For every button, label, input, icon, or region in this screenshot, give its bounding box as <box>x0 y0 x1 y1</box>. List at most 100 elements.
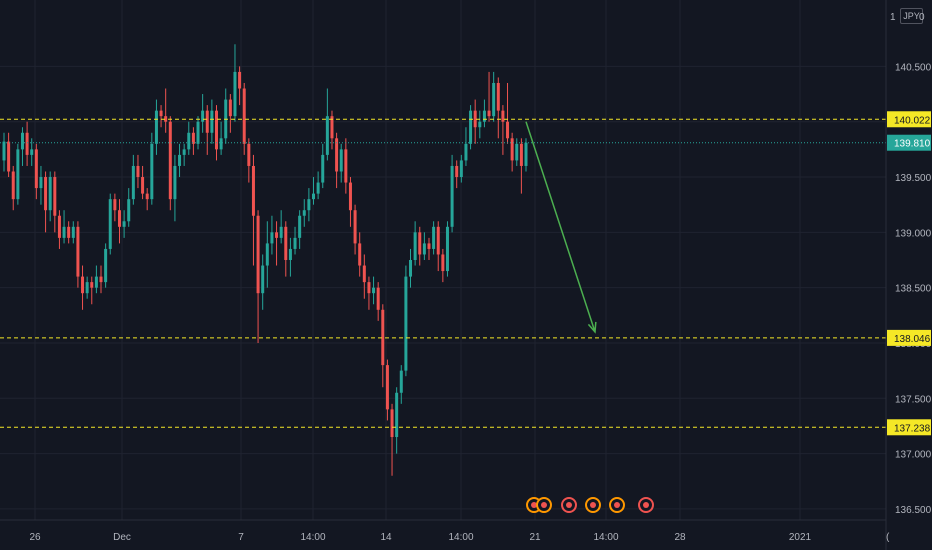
candle-body <box>150 143 154 200</box>
candle-body <box>44 177 48 211</box>
candle-body <box>409 260 413 277</box>
candle-body <box>312 193 316 200</box>
candle-body <box>288 248 292 260</box>
candle-body <box>469 110 473 144</box>
economic-event-icon[interactable] <box>585 497 601 513</box>
economic-event-icon[interactable] <box>536 497 552 513</box>
candle-body <box>2 141 6 161</box>
event-icons <box>526 497 654 513</box>
candle-body <box>261 265 265 294</box>
candle-body <box>178 154 182 166</box>
price-tick-label: 140.500 <box>895 62 932 73</box>
svg-text:138.046: 138.046 <box>894 334 931 345</box>
candle-body <box>85 282 89 294</box>
candle-body <box>307 199 311 211</box>
candle-body <box>90 282 94 288</box>
candle-body <box>251 165 255 216</box>
time-tick-label: Dec <box>113 532 131 543</box>
candle-body <box>275 232 279 238</box>
level-lines <box>0 118 886 428</box>
candle-body <box>71 226 75 238</box>
candle-body <box>16 149 20 200</box>
candle-body <box>11 171 15 200</box>
candle-body <box>436 226 440 255</box>
candle-body <box>7 141 11 172</box>
candle-body <box>381 309 385 366</box>
candle-body <box>76 226 80 277</box>
top-price-tick-left: 1 <box>890 12 896 23</box>
candle-body <box>344 149 348 183</box>
time-tick-label: 26 <box>29 532 41 543</box>
candle-body <box>205 110 209 133</box>
price-tick-label: 137.000 <box>895 450 932 461</box>
candle-body <box>358 243 362 266</box>
current-price-tag: 139.810 <box>887 134 931 151</box>
candle-body <box>30 149 34 155</box>
candle-body <box>298 215 302 238</box>
candle-body <box>427 243 431 249</box>
time-axis-settings-icon[interactable]: ( <box>886 532 890 543</box>
candle-body <box>482 110 486 122</box>
candle-body <box>242 88 246 144</box>
candle-body <box>432 226 436 249</box>
candle-body <box>492 82 496 117</box>
price-tick-label: 139.500 <box>895 173 932 184</box>
candle-body <box>422 243 426 255</box>
candle-body <box>478 121 482 128</box>
candle-body <box>173 165 177 200</box>
candle-body <box>122 221 126 227</box>
svg-text:137.238: 137.238 <box>894 423 931 434</box>
price-tick-label: 139.000 <box>895 228 932 239</box>
candle-body <box>506 121 510 139</box>
candle-body <box>67 226 71 238</box>
candle-body <box>201 110 205 122</box>
candle-body <box>450 165 454 227</box>
economic-event-icon[interactable] <box>609 497 625 513</box>
time-tick-label: 7 <box>238 532 244 543</box>
currency-badge[interactable]: JPY <box>900 8 923 24</box>
candle-body <box>34 149 38 189</box>
top-price-tick-right: 0 <box>919 12 925 23</box>
candle-body <box>168 121 172 200</box>
candle-body <box>496 82 500 111</box>
candle-body <box>164 116 168 122</box>
candle-body <box>131 165 135 200</box>
candle-body <box>270 232 274 244</box>
candle-body <box>362 265 366 283</box>
candle-body <box>524 142 528 166</box>
economic-event-icon[interactable] <box>638 497 654 513</box>
candle-body <box>339 149 343 172</box>
candle-body <box>473 110 477 128</box>
projection-arrowhead <box>587 321 597 334</box>
candle-body <box>418 232 422 255</box>
candle-body <box>187 132 191 150</box>
candle-body <box>25 132 29 155</box>
candle-body <box>348 182 352 211</box>
time-axis: 26 Dec 7 14:00 14 14:00 21 14:00 28 2021 ( <box>0 519 890 543</box>
candle-body <box>210 110 214 133</box>
candle-body <box>399 370 403 393</box>
economic-event-icon[interactable] <box>561 497 577 513</box>
price-axis: 140.500140.000139.500139.000138.500138.0… <box>885 0 932 550</box>
candle-body <box>390 409 394 438</box>
candle-body <box>487 110 491 117</box>
candle-body <box>214 110 218 150</box>
time-tick-label: 14:00 <box>300 532 325 543</box>
candle-body <box>48 177 52 211</box>
candle-body <box>154 110 158 144</box>
candle-body <box>325 116 329 155</box>
candle-body <box>191 132 195 144</box>
candle-body <box>385 365 389 410</box>
candle-body <box>53 177 57 216</box>
candle-body <box>515 143 519 161</box>
time-tick-label: 21 <box>529 532 541 543</box>
candle-body <box>413 232 417 260</box>
projection-arrow-line[interactable] <box>525 121 596 333</box>
candle-body <box>108 199 112 249</box>
candle-body <box>459 160 463 178</box>
candle-body <box>81 276 85 294</box>
candle-body <box>99 276 103 283</box>
candle-body <box>113 199 117 211</box>
